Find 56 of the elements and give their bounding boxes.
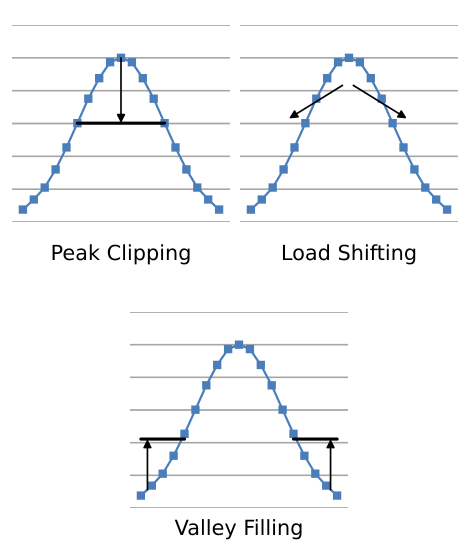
point [193, 183, 202, 192]
point [399, 143, 408, 152]
point [182, 165, 191, 174]
point [322, 481, 330, 490]
point [268, 381, 276, 390]
point [158, 470, 167, 478]
point [432, 195, 440, 204]
point [51, 165, 60, 174]
point [213, 360, 222, 370]
point [106, 58, 114, 66]
text: Load Shifting [282, 244, 416, 264]
text: Peak Clipping [52, 244, 190, 264]
point [378, 94, 386, 103]
point [278, 406, 287, 414]
point [442, 205, 452, 214]
point [40, 183, 49, 192]
point [334, 58, 342, 66]
point [224, 344, 232, 354]
point [214, 205, 224, 214]
point [332, 491, 342, 500]
point [388, 119, 397, 128]
point [171, 143, 180, 152]
point [279, 165, 288, 174]
point [290, 143, 299, 152]
point [128, 58, 136, 66]
point [258, 195, 266, 204]
point [204, 195, 212, 204]
point [136, 491, 146, 500]
point [421, 183, 430, 192]
text: Valley Filling [174, 519, 302, 540]
point [344, 54, 354, 62]
point [410, 165, 419, 174]
point [300, 452, 309, 460]
point [191, 406, 200, 414]
point [246, 344, 254, 354]
point [95, 74, 104, 82]
point [234, 340, 244, 349]
point [180, 430, 189, 438]
point [246, 205, 256, 214]
point [366, 74, 375, 82]
point [289, 430, 298, 438]
point [62, 143, 71, 152]
point [202, 381, 210, 390]
point [268, 183, 277, 192]
point [138, 74, 147, 82]
point [148, 481, 156, 490]
point [356, 58, 364, 66]
point [311, 470, 320, 478]
point [150, 94, 158, 103]
point [301, 119, 310, 128]
point [30, 195, 38, 204]
point [169, 452, 178, 460]
point [256, 360, 265, 370]
point [18, 205, 28, 214]
point [84, 94, 92, 103]
point [323, 74, 332, 82]
